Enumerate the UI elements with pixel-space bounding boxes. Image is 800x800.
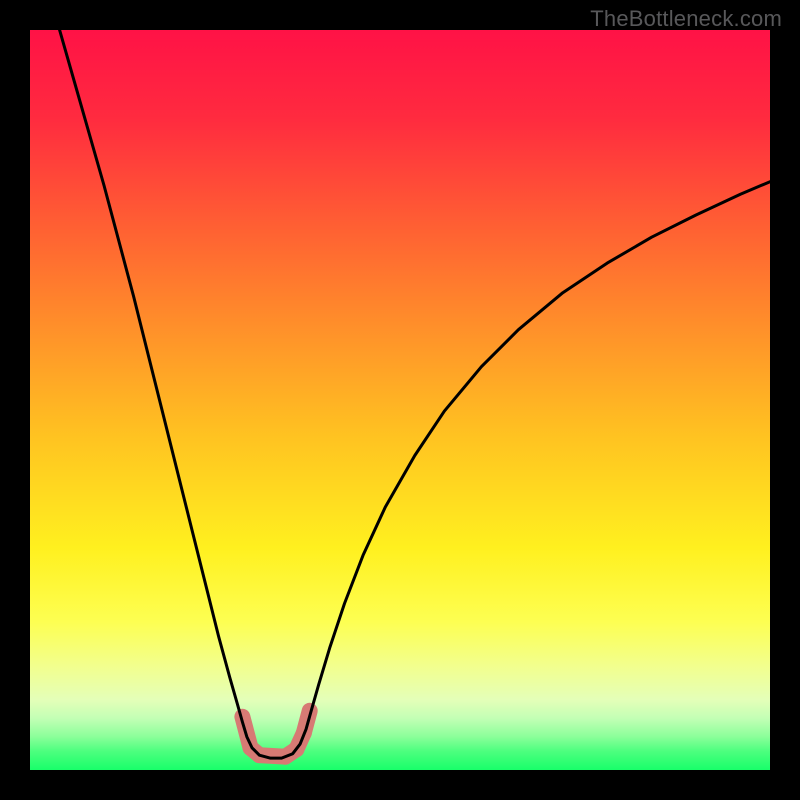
plot-area bbox=[30, 30, 770, 770]
chart-frame: TheBottleneck.com bbox=[0, 0, 800, 800]
watermark-text: TheBottleneck.com bbox=[590, 6, 782, 32]
plot-svg bbox=[30, 30, 770, 770]
gradient-background bbox=[30, 30, 770, 770]
